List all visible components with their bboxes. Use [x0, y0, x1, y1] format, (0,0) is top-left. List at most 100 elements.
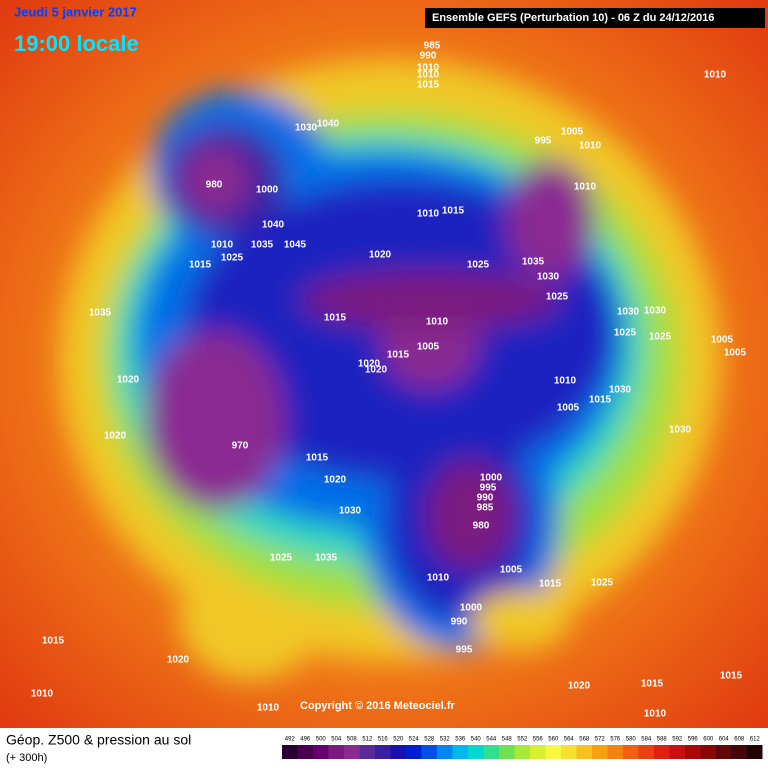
isobar-label: 1010 [417, 70, 440, 81]
geopotential-field [60, 60, 720, 680]
scale-label: 600 [703, 737, 714, 743]
isobar-label: 1035 [251, 240, 274, 251]
scale-label: 516 [378, 737, 389, 743]
scale-swatch [313, 745, 329, 759]
scale-swatch [421, 745, 437, 759]
header-box [425, 8, 765, 28]
time: 19:00 locale [14, 31, 139, 56]
isobar-label: 1030 [609, 385, 632, 396]
isobar-label: 1015 [189, 260, 212, 271]
isobar-label: 1020 [369, 250, 392, 261]
isobar-label: 1025 [649, 332, 672, 343]
scale-swatch [406, 745, 422, 759]
isobar-label: 1010 [574, 182, 597, 193]
isobar-label: 980 [206, 180, 223, 191]
scale-swatch [530, 745, 546, 759]
scale-label: 572 [595, 737, 606, 743]
scale-label: 612 [750, 737, 761, 743]
scale-label: 520 [393, 737, 404, 743]
isobar-label: 1010 [704, 70, 727, 81]
isobar-label: 1015 [589, 395, 612, 406]
scale-label: 608 [734, 737, 745, 743]
isobar-label: 985 [424, 41, 441, 52]
scale-swatch [607, 745, 623, 759]
isobar-label: 1010 [427, 573, 450, 584]
isobar-label: 1020 [167, 655, 190, 666]
isobar-label: 1025 [614, 328, 637, 339]
color-scale: 492 496 500 504 508 512 516 520 524 528 532 536 540 5… [282, 737, 763, 759]
scale-swatch [359, 745, 375, 759]
scale-label: 496 [300, 737, 311, 743]
scale-swatch [700, 745, 716, 759]
scale-label: 560 [548, 737, 559, 743]
scale-swatch [375, 745, 391, 759]
isobar-label: 995 [480, 483, 497, 494]
isobar-label: 1020 [324, 475, 347, 486]
isobar-label: 1005 [500, 565, 523, 576]
isobar-label: 1030 [644, 306, 667, 317]
scale-swatch [576, 745, 592, 759]
scale-swatch [561, 745, 577, 759]
scale-label: 528 [424, 737, 435, 743]
isobar-label: 1005 [417, 342, 440, 353]
isobar-label: 1010 [426, 317, 449, 328]
isobar-label: 1015 [306, 453, 329, 464]
isobar-label: 1025 [467, 260, 490, 271]
lead-time: (+ 300h) [6, 752, 47, 764]
scale-swatch [716, 745, 732, 759]
isobar-label: 1000 [460, 603, 483, 614]
isobar-label: 1015 [442, 206, 465, 217]
scale-label: 556 [533, 737, 544, 743]
isobar-label: 1015 [324, 313, 347, 324]
scale-label: 552 [517, 737, 528, 743]
isobar-label: 1015 [539, 579, 562, 590]
isobar-label: 1010 [554, 376, 577, 387]
scale-label: 532 [440, 737, 451, 743]
footer-title: Géop. Z500 & pression au sol [6, 732, 191, 748]
scale-label: 548 [502, 737, 513, 743]
scale-swatch [297, 745, 313, 759]
isobar-label: 1015 [417, 80, 440, 91]
isobar-labels: 9859901010101010151040103099510051010101… [31, 41, 747, 720]
isobar-label: 1010 [211, 240, 234, 251]
isobar-label: 1020 [365, 365, 388, 376]
isobar-label: 985 [477, 503, 494, 514]
scale-label: 504 [331, 737, 342, 743]
scale-label: 500 [316, 737, 327, 743]
scale-label: 544 [486, 737, 497, 743]
scale-label: 564 [564, 737, 575, 743]
scale-label: 512 [362, 737, 373, 743]
scale-swatch [638, 745, 654, 759]
scale-swatch [592, 745, 608, 759]
isobar-label: 1000 [480, 473, 503, 484]
scale-label: 492 [285, 737, 296, 743]
scale-swatch [731, 745, 747, 759]
isobar-label: 1005 [724, 348, 747, 359]
isobar-label: 1025 [270, 553, 293, 564]
model-info: Ensemble GEFS (Perturbation 10) - 06 Z d… [432, 12, 714, 24]
isobar-label: 1005 [711, 335, 734, 346]
scale-label: 576 [610, 737, 621, 743]
isobar-label: 1010 [579, 141, 602, 152]
isobar-label: 1015 [641, 679, 664, 690]
isobar-label: 1025 [221, 253, 244, 264]
scale-swatch [328, 745, 344, 759]
isobar-label: 1005 [557, 403, 580, 414]
scale-swatch [747, 745, 763, 759]
scale-swatch [452, 745, 468, 759]
scale-label: 508 [347, 737, 358, 743]
copyright: Copyright © 2016 Meteociel.fr [300, 700, 456, 712]
isobar-label: 1030 [295, 123, 318, 134]
isobar-label: 1025 [591, 578, 614, 589]
scale-swatch [499, 745, 515, 759]
scale-swatch [437, 745, 453, 759]
isobar-label: 1040 [262, 220, 285, 231]
scale-swatch [654, 745, 670, 759]
isobar-label: 1035 [522, 257, 545, 268]
scale-swatch [390, 745, 406, 759]
isobar-label: 990 [451, 617, 468, 628]
scale-label: 596 [688, 737, 699, 743]
isobar-label: 1020 [358, 359, 381, 370]
isobar-label: 1030 [617, 307, 640, 318]
